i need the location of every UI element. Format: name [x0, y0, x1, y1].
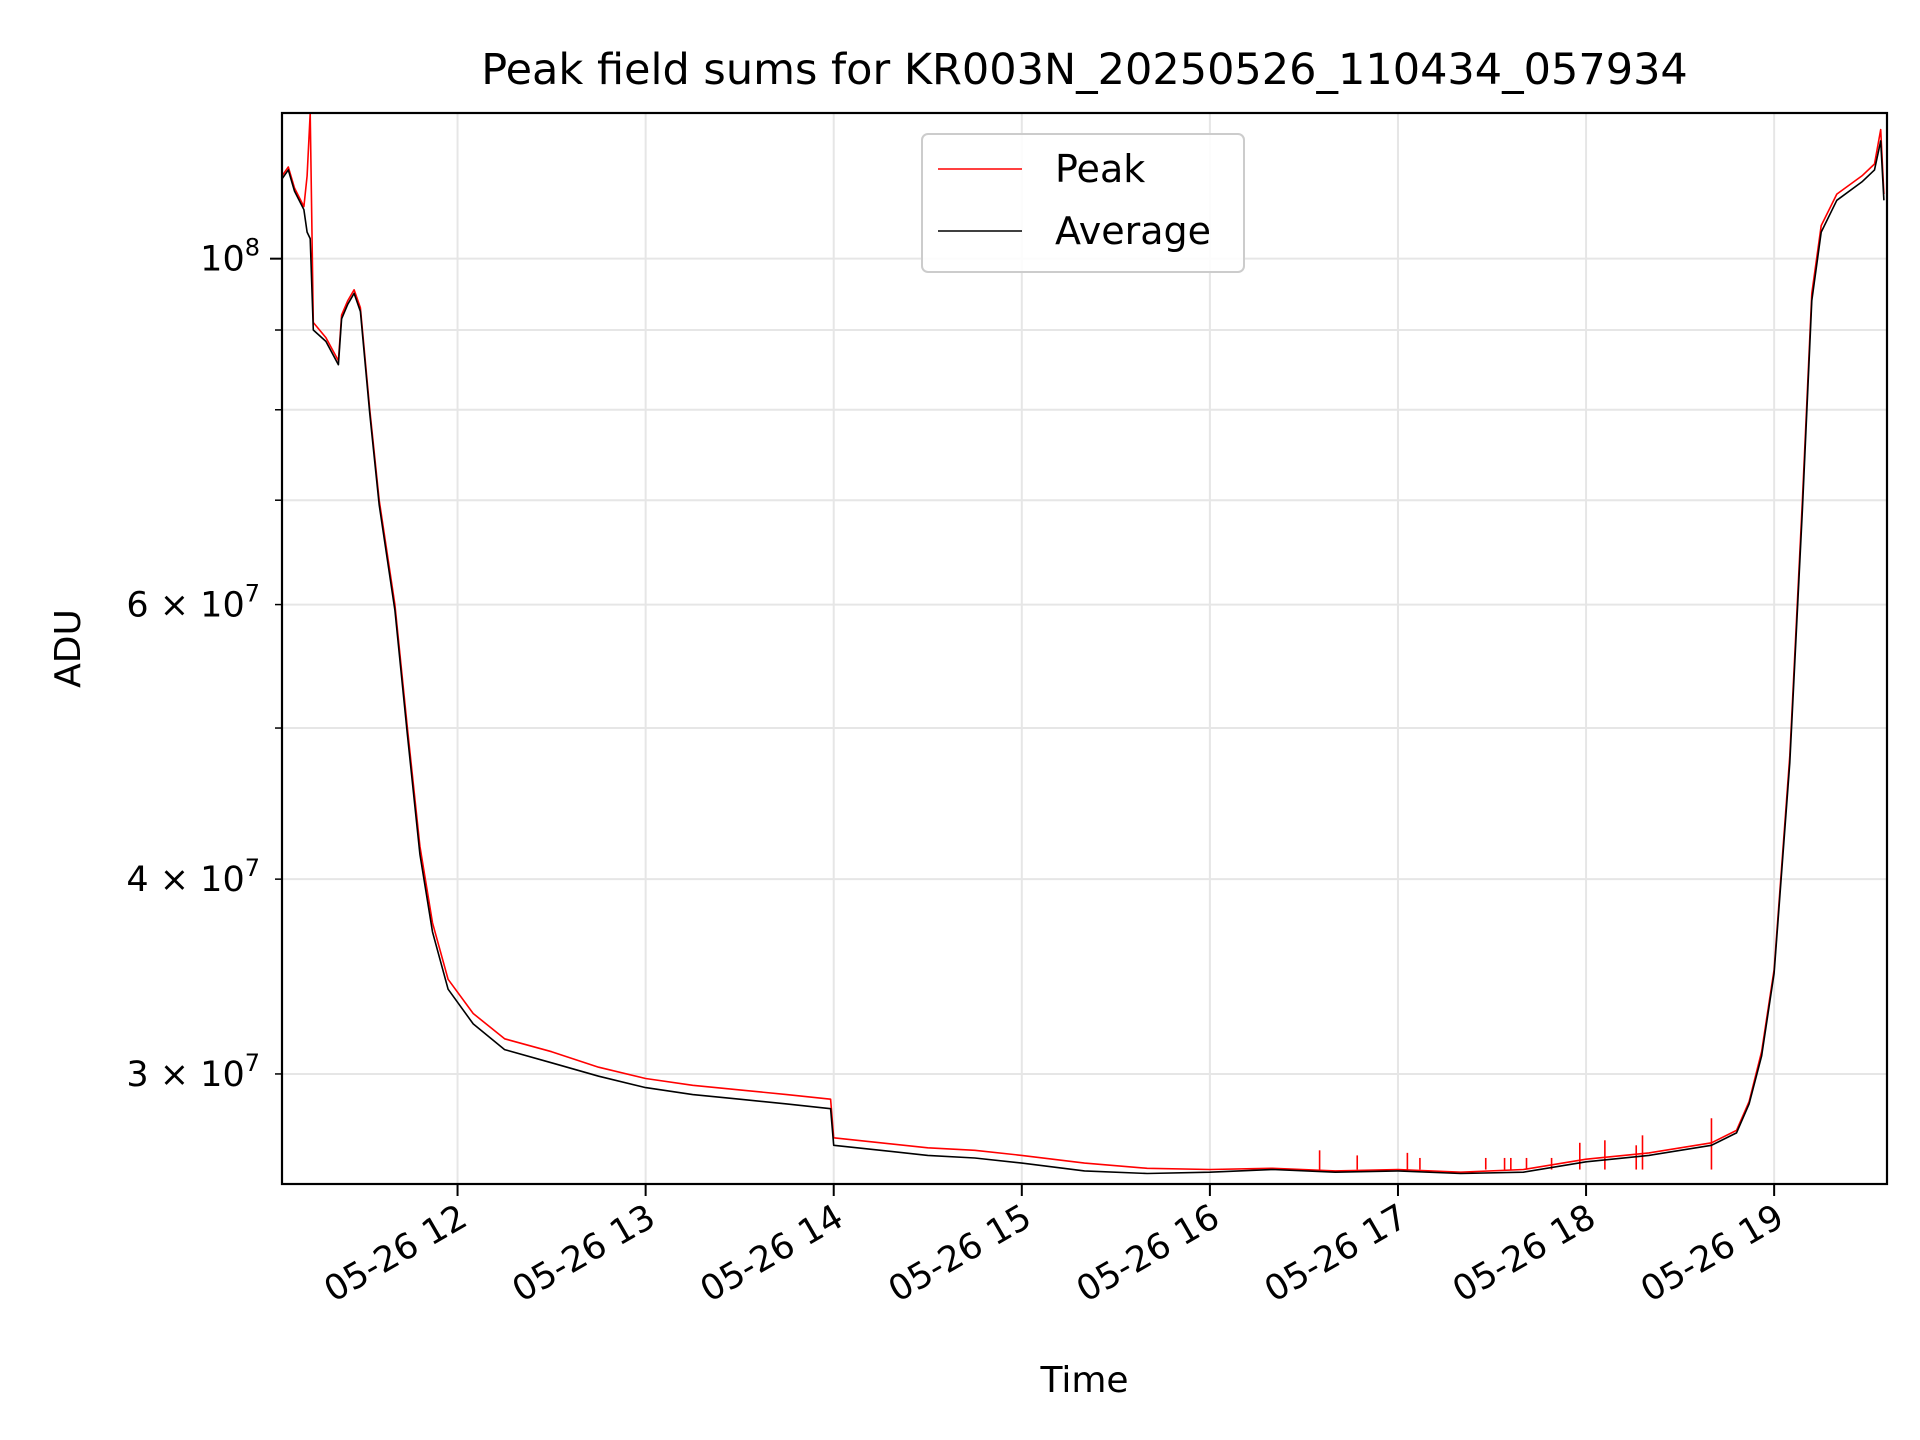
x-axis-label: Time — [1039, 1360, 1128, 1401]
axes-frame — [280, 111, 1889, 1186]
grid-lines — [282, 113, 1887, 1184]
legend-peak-label: Peak — [1055, 147, 1145, 191]
legend-average-label: Average — [1055, 209, 1211, 253]
plot-area — [281, 112, 1885, 1175]
y-tick-label: 3 × 107 — [126, 1049, 260, 1095]
average-series-line — [281, 140, 1885, 1175]
chart-title: Peak field sums for KR003N_20250526_1104… — [481, 45, 1688, 95]
y-tick-label: 108 — [200, 234, 260, 280]
y-tick-label: 4 × 107 — [126, 854, 260, 900]
legend: Peak Average — [921, 133, 1245, 273]
y-axis-label: ADU — [48, 609, 89, 688]
axis-ticks — [270, 257, 1776, 1196]
y-tick-label: 6 × 107 — [126, 580, 260, 626]
